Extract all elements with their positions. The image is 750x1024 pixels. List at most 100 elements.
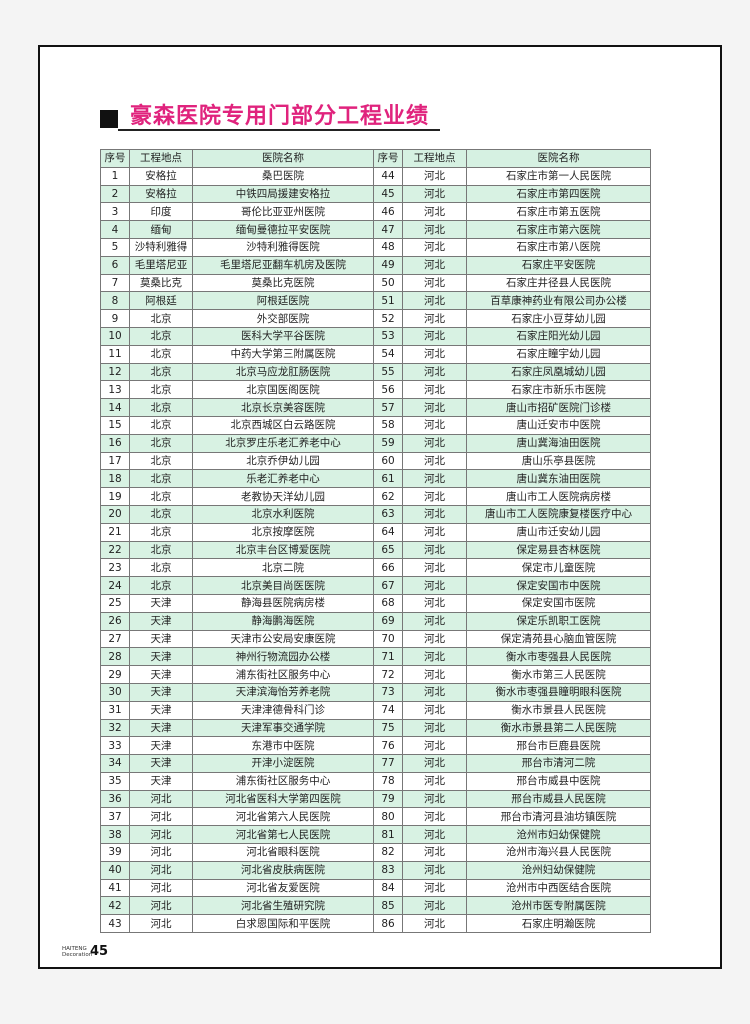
cell-hospital: 北京美目尚医医院: [192, 576, 374, 595]
cell-location: 河北: [402, 611, 467, 631]
table-row: 33 天津 东港市中医院 76 河北 邢台市巨鹿县医院: [100, 736, 651, 756]
cell-hospital: 毛里塔尼亚翻车机房及医院: [192, 255, 374, 275]
table-row: 24 北京 北京美目尚医医院 67 河北 保定安国市中医院: [100, 576, 651, 595]
table-row: 34 天津 开津小淀医院 77 河北 邢台市清河二院: [100, 754, 651, 773]
cell-no: 33: [100, 736, 130, 756]
cell-location: 北京: [129, 487, 193, 506]
table-row: 19 北京 老教协天洋幼儿园 62 河北 唐山市工人医院病房楼: [100, 487, 651, 506]
cell-hospital: 沧州市医专附属医院: [466, 896, 651, 916]
cell-location: 河北: [129, 843, 193, 862]
cell-no: 45: [373, 184, 403, 204]
header-hospital: 医院名称: [466, 149, 651, 168]
cell-no: 48: [373, 237, 403, 257]
cell-location: 安格拉: [129, 184, 193, 204]
cell-location: 河北: [402, 469, 467, 489]
table-row: 18 北京 乐老汇养老中心 61 河北 唐山冀东油田医院: [100, 469, 651, 489]
cell-location: 河北: [402, 878, 467, 898]
header-no: 序号: [100, 149, 130, 168]
cell-location: 河北: [402, 309, 467, 328]
table-row: 5 沙特利雅得 沙特利雅得医院 48 河北 石家庄市第八医院: [100, 237, 651, 257]
cell-hospital: 衡水市枣强县人民医院: [466, 647, 651, 667]
cell-location: 河北: [402, 344, 467, 364]
cell-location: 河北: [402, 736, 467, 756]
cell-hospital: 河北省友爱医院: [192, 878, 374, 898]
cell-hospital: 外交部医院: [192, 309, 374, 328]
title-square-icon: [100, 110, 118, 128]
table-row: 17 北京 北京乔伊幼儿园 60 河北 唐山乐亭县医院: [100, 451, 651, 471]
cell-location: 河北: [402, 807, 467, 827]
cell-no: 15: [100, 415, 130, 435]
cell-no: 59: [373, 433, 403, 453]
table-row: 39 河北 河北省眼科医院 82 河北 沧州市海兴县人民医院: [100, 843, 651, 862]
cell-location: 河北: [129, 896, 193, 916]
cell-location: 河北: [402, 825, 467, 845]
projects-table: 序号 工程地点 医院名称 序号 工程地点 医院名称 1 安格拉 桑巴医院 44 河北 石家…: [100, 149, 651, 934]
cell-hospital: 北京长京美容医院: [192, 398, 374, 417]
cell-hospital: 邢台市清河二院: [466, 754, 651, 773]
cell-location: 河北: [129, 878, 193, 898]
cell-hospital: 河北省医科大学第四医院: [192, 789, 374, 809]
cell-hospital: 保定清苑县心脑血管医院: [466, 629, 651, 649]
cell-location: 河北: [402, 665, 467, 684]
cell-no: 75: [373, 718, 403, 738]
cell-location: 河北: [402, 771, 467, 791]
cell-no: 69: [373, 611, 403, 631]
cell-no: 6: [100, 255, 130, 275]
cell-hospital: 石家庄市第五医院: [466, 202, 651, 222]
cell-location: 河北: [402, 754, 467, 773]
cell-no: 71: [373, 647, 403, 667]
table-row: 12 北京 北京马应龙肛肠医院 55 河北 石家庄凤凰城幼儿园: [100, 362, 651, 382]
cell-location: 莫桑比克: [129, 273, 193, 293]
cell-location: 天津: [129, 754, 193, 773]
cell-no: 47: [373, 220, 403, 239]
cell-hospital: 唐山市工人医院病房楼: [466, 487, 651, 506]
cell-location: 河北: [129, 860, 193, 880]
cell-location: 天津: [129, 647, 193, 667]
cell-no: 9: [100, 309, 130, 328]
cell-location: 天津: [129, 593, 193, 613]
cell-hospital: 阿根廷医院: [192, 291, 374, 311]
cell-no: 31: [100, 700, 130, 720]
cell-no: 79: [373, 789, 403, 809]
cell-location: 河北: [129, 807, 193, 827]
cell-no: 4: [100, 220, 130, 239]
cell-hospital: 浦东街社区服务中心: [192, 771, 374, 791]
table-row: 6 毛里塔尼亚 毛里塔尼亚翻车机房及医院 49 河北 石家庄平安医院: [100, 255, 651, 275]
cell-hospital: 神州行物流园办公楼: [192, 647, 374, 667]
cell-hospital: 衡水市第三人民医院: [466, 665, 651, 684]
cell-no: 38: [100, 825, 130, 845]
cell-location: 北京: [129, 362, 193, 382]
cell-no: 29: [100, 665, 130, 684]
table-row: 37 河北 河北省第六人民医院 80 河北 邢台市清河县油坊镇医院: [100, 807, 651, 827]
table-row: 29 天津 浦东街社区服务中心 72 河北 衡水市第三人民医院: [100, 665, 651, 684]
table-row: 35 天津 浦东街社区服务中心 78 河北 邢台市威县中医院: [100, 771, 651, 791]
cell-hospital: 石家庄井径县人民医院: [466, 273, 651, 293]
cell-location: 北京: [129, 380, 193, 400]
cell-hospital: 百草康神药业有限公司办公楼: [466, 291, 651, 311]
cell-location: 河北: [402, 540, 467, 560]
cell-location: 北京: [129, 522, 193, 542]
cell-location: 北京: [129, 415, 193, 435]
cell-hospital: 哥伦比亚亚州医院: [192, 202, 374, 222]
table-row: 40 河北 河北省皮肤病医院 83 河北 沧州妇幼保健院: [100, 860, 651, 880]
cell-location: 河北: [129, 914, 193, 934]
cell-hospital: 北京乔伊幼儿园: [192, 451, 374, 471]
cell-hospital: 沧州妇幼保健院: [466, 860, 651, 880]
cell-location: 河北: [402, 326, 467, 346]
cell-no: 82: [373, 843, 403, 862]
cell-no: 3: [100, 202, 130, 222]
cell-hospital: 邢台市巨鹿县医院: [466, 736, 651, 756]
cell-hospital: 保定易县杏林医院: [466, 540, 651, 560]
cell-hospital: 北京二院: [192, 558, 374, 578]
cell-location: 河北: [402, 487, 467, 506]
cell-location: 北京: [129, 309, 193, 328]
cell-hospital: 桑巴医院: [192, 166, 374, 186]
cell-hospital: 沧州市妇幼保健院: [466, 825, 651, 845]
header-no: 序号: [373, 149, 403, 168]
cell-hospital: 唐山迁安市中医院: [466, 415, 651, 435]
cell-location: 河北: [402, 398, 467, 417]
cell-no: 54: [373, 344, 403, 364]
table-row: 15 北京 北京西城区白云路医院 58 河北 唐山迁安市中医院: [100, 415, 651, 435]
cell-no: 35: [100, 771, 130, 791]
cell-no: 84: [373, 878, 403, 898]
